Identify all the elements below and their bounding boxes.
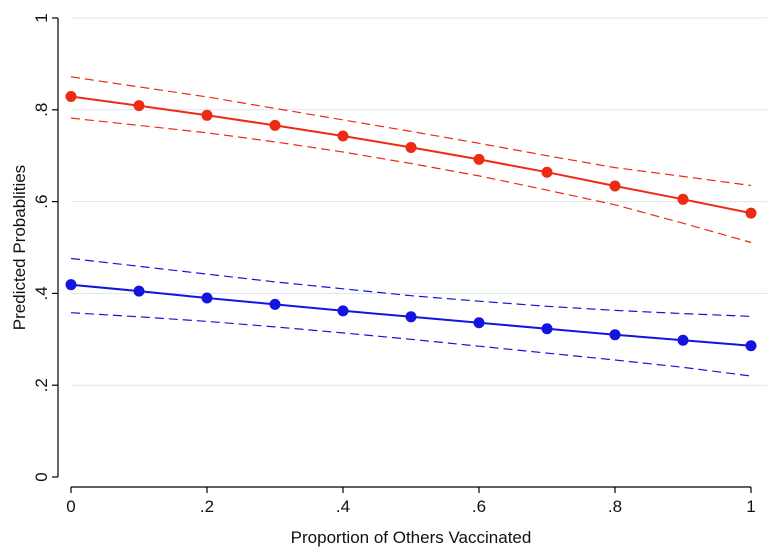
series-0-point — [405, 141, 417, 153]
series-1-point — [541, 323, 553, 335]
x-tick-label: .6 — [472, 497, 486, 516]
y-tick-label: .6 — [32, 195, 51, 209]
series-1-point — [609, 329, 621, 341]
series-0-ci-lower-line — [70, 117, 752, 244]
series-0-line — [70, 95, 752, 215]
series-1-ci-upper-line — [70, 257, 752, 317]
series-1-point — [269, 298, 281, 310]
x-tick-label: .8 — [608, 497, 622, 516]
series-1-point — [133, 285, 145, 297]
y-axis-label: Predicted Probablities — [10, 165, 29, 330]
y-tick-label: .2 — [32, 378, 51, 392]
series-1-point — [473, 317, 485, 329]
y-tick-label: .4 — [32, 286, 51, 300]
series-1 — [65, 257, 757, 377]
series-0-point — [473, 153, 485, 165]
series-0-point — [269, 119, 281, 131]
series-1-point — [405, 311, 417, 323]
series-1-point — [65, 279, 77, 291]
grid — [71, 17, 767, 386]
series-0-point — [677, 193, 689, 205]
series-1-point — [337, 305, 349, 317]
series-0-point — [745, 207, 757, 219]
axes: 0 .2 .4 .6 .8 1 0 .2 .4 .6 .8 1 — [32, 13, 756, 516]
series-1-ci-lower-line — [70, 312, 752, 377]
series-0-point — [65, 90, 77, 102]
series-layer — [65, 76, 757, 377]
x-tick-label: 1 — [746, 497, 755, 516]
series-0-point — [201, 109, 213, 121]
y-tick-label: 1 — [32, 13, 51, 22]
x-axis-label: Proportion of Others Vaccinated — [291, 528, 532, 547]
series-0-ci-upper-line — [70, 76, 752, 187]
series-1-point — [201, 292, 213, 304]
series-0 — [65, 76, 757, 244]
series-0-point — [133, 100, 145, 112]
y-tick-label: 0 — [32, 472, 51, 481]
series-0-point — [609, 180, 621, 192]
y-tick-label: .8 — [32, 103, 51, 117]
series-1-point — [677, 334, 689, 346]
x-tick-label: .4 — [336, 497, 350, 516]
x-tick-label: .2 — [200, 497, 214, 516]
series-0-point — [541, 166, 553, 178]
series-1-point — [745, 340, 757, 352]
x-tick-label: 0 — [66, 497, 75, 516]
series-0-point — [337, 130, 349, 142]
